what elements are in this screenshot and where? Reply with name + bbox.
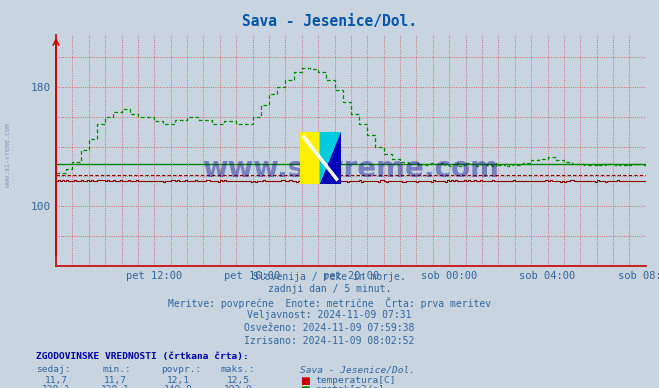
Text: 128,1: 128,1 — [101, 385, 130, 388]
Text: 11,7: 11,7 — [45, 376, 67, 385]
Text: 11,7: 11,7 — [104, 376, 127, 385]
Text: temperatura[C]: temperatura[C] — [315, 376, 395, 385]
Text: povpr.:: povpr.: — [161, 365, 202, 374]
Text: 128,1: 128,1 — [42, 385, 71, 388]
Text: Sava - Jesenice/Dol.: Sava - Jesenice/Dol. — [242, 14, 417, 29]
Polygon shape — [320, 132, 341, 184]
Text: maks.:: maks.: — [221, 365, 255, 374]
Text: 12,5: 12,5 — [227, 376, 250, 385]
Text: 149,8: 149,8 — [163, 385, 192, 388]
Text: Izrisano: 2024-11-09 08:02:52: Izrisano: 2024-11-09 08:02:52 — [244, 336, 415, 346]
Polygon shape — [300, 132, 320, 184]
Text: Slovenija / reke in morje.: Slovenija / reke in morje. — [253, 272, 406, 282]
Polygon shape — [320, 132, 341, 184]
Text: pretok[m3/s]: pretok[m3/s] — [315, 385, 384, 388]
Text: ZGODOVINSKE VREDNOSTI (črtkana črta):: ZGODOVINSKE VREDNOSTI (črtkana črta): — [36, 352, 249, 361]
Text: Sava - Jesenice/Dol.: Sava - Jesenice/Dol. — [300, 365, 415, 374]
Text: www.si-vreme.com: www.si-vreme.com — [202, 155, 500, 183]
Text: www.si-vreme.com: www.si-vreme.com — [5, 123, 11, 187]
Text: min.:: min.: — [102, 365, 131, 374]
Text: ■: ■ — [300, 385, 310, 388]
Text: ■: ■ — [300, 376, 310, 386]
Text: zadnji dan / 5 minut.: zadnji dan / 5 minut. — [268, 284, 391, 294]
Text: 12,1: 12,1 — [167, 376, 189, 385]
Text: 193,0: 193,0 — [224, 385, 253, 388]
Text: Meritve: povprečne  Enote: metrične  Črta: prva meritev: Meritve: povprečne Enote: metrične Črta:… — [168, 297, 491, 309]
Text: Veljavnost: 2024-11-09 07:31: Veljavnost: 2024-11-09 07:31 — [247, 310, 412, 320]
Text: sedaj:: sedaj: — [36, 365, 71, 374]
Text: Osveženo: 2024-11-09 07:59:38: Osveženo: 2024-11-09 07:59:38 — [244, 323, 415, 333]
